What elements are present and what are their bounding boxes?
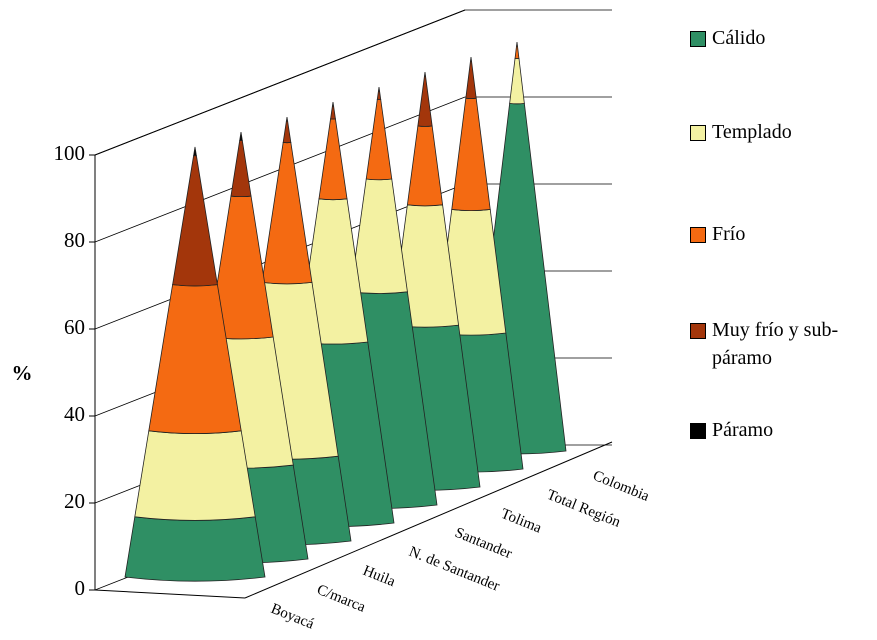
cone-segment <box>330 105 336 120</box>
legend-item: Páramo <box>690 416 870 444</box>
y-tick-label: 40 <box>64 402 85 426</box>
x-tick-label: Total Región <box>545 487 623 531</box>
legend-label: Páramo <box>712 419 774 441</box>
cone-segment <box>350 178 408 294</box>
y-tick-label: 80 <box>64 228 85 252</box>
cone-segment <box>376 90 382 101</box>
cone-segment <box>285 116 289 122</box>
legend-swatch <box>690 125 706 141</box>
legend-swatch <box>690 31 706 47</box>
cone-segment <box>193 146 197 157</box>
cone-segment <box>451 97 491 211</box>
cone-segment <box>172 155 218 287</box>
y-axis-label: % <box>12 361 33 385</box>
cone-segment <box>514 45 520 59</box>
legend-item: Muy frío y sub-páramo <box>690 316 870 372</box>
cone-segment <box>424 71 426 77</box>
floor-edge <box>244 441 613 599</box>
cone-segment <box>465 60 477 99</box>
cone-segment <box>124 516 266 582</box>
x-tick-label: Colombia <box>591 468 652 505</box>
grid-line <box>94 9 466 156</box>
cone-segment <box>509 57 525 105</box>
cone-segment <box>470 56 472 62</box>
y-tick-label: 20 <box>64 489 85 513</box>
legend-label: Muy frío y sub-páramo <box>712 319 839 369</box>
x-tick-label: Santander <box>453 525 515 562</box>
y-tick-label: 0 <box>75 576 86 600</box>
x-tick-label: Tolima <box>499 506 545 537</box>
cone-segment <box>134 430 256 521</box>
cone-segment <box>331 101 335 107</box>
legend-label: Templado <box>712 121 792 143</box>
y-tick-label: 60 <box>64 315 85 339</box>
cone-segment <box>282 120 292 144</box>
legend-swatch <box>690 323 706 339</box>
cone-segment <box>230 140 252 198</box>
cone-segment <box>406 125 444 207</box>
legend-item: Templado <box>690 118 870 146</box>
cone-segment <box>318 118 348 201</box>
cone-segment <box>516 41 518 47</box>
cone-segment <box>261 141 313 285</box>
legend-item: Cálido <box>690 24 870 52</box>
legend-swatch <box>690 423 706 439</box>
legend-label: Cálido <box>712 27 766 49</box>
cone-segment <box>239 131 243 142</box>
cone-segment <box>377 86 381 92</box>
legend-swatch <box>690 227 706 243</box>
y-tick-label: 100 <box>54 141 86 165</box>
legend-label: Frío <box>712 223 746 245</box>
cone-segment <box>417 75 433 127</box>
cone-segment <box>365 99 393 181</box>
legend-item: Frío <box>690 220 870 248</box>
x-tick-label: Huila <box>361 563 398 590</box>
x-tick-label: C/marca <box>315 582 368 616</box>
floor-edge <box>94 589 246 599</box>
x-tick-label: Boyacá <box>269 601 317 633</box>
